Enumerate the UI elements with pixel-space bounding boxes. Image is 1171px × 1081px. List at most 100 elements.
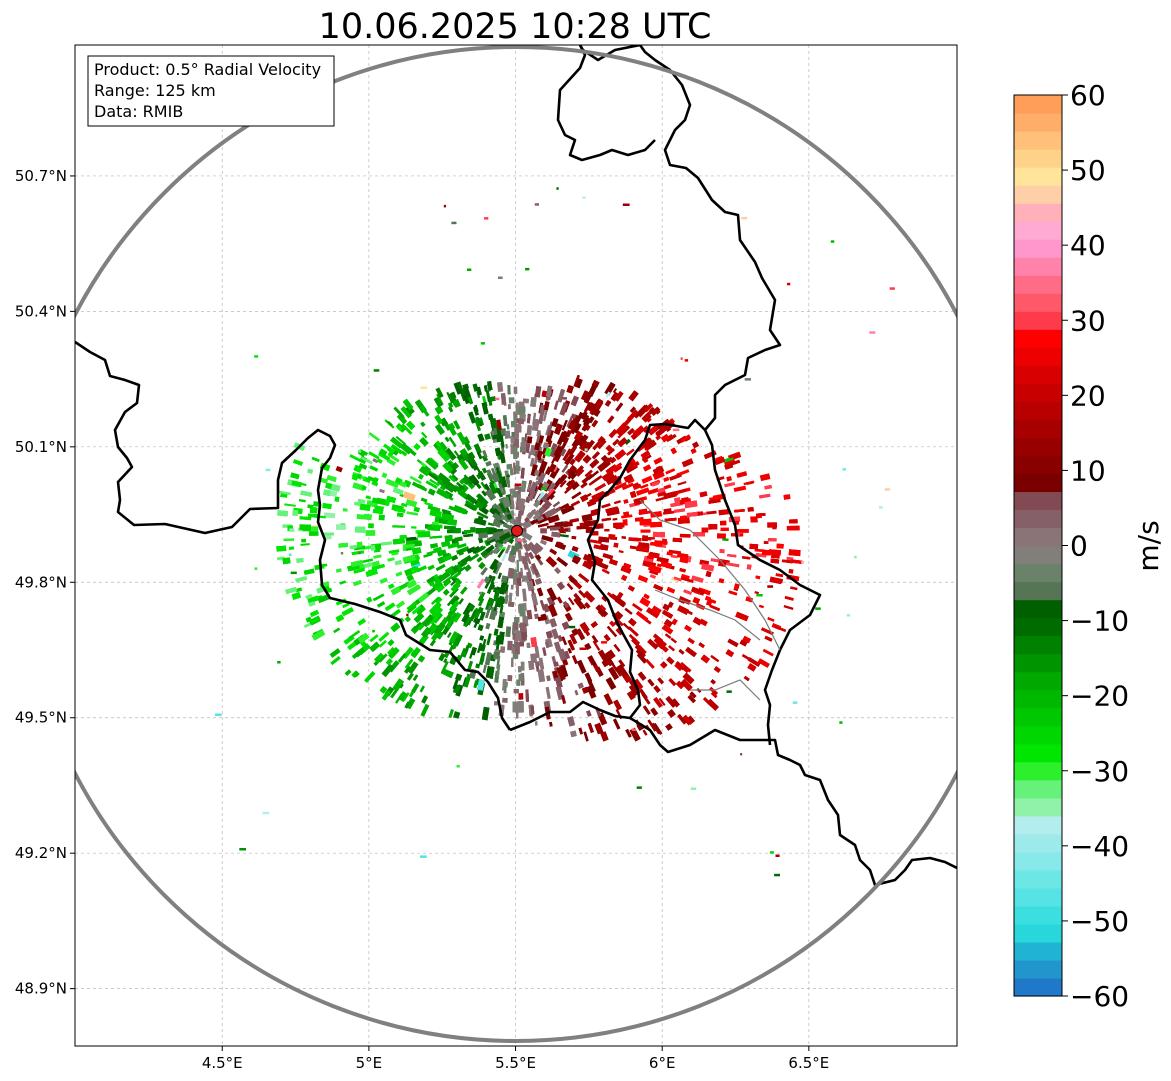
radar-echo-bin <box>420 497 428 503</box>
radar-echo-bin <box>667 709 676 718</box>
radar-echo-bin <box>646 607 660 619</box>
radar-echo-bin <box>381 663 394 677</box>
colorbar-step <box>1014 149 1062 168</box>
radar-echo-bin <box>839 721 843 724</box>
radar-echo-bin <box>660 661 668 669</box>
radar-echo-bin <box>397 653 407 663</box>
radar-echo-bin <box>601 595 608 602</box>
radar-echo-bin <box>418 473 424 480</box>
plot-title: 10.06.2025 10:28 UTC <box>319 7 712 47</box>
radar-echo-bin <box>815 607 821 610</box>
radar-echo-bin <box>533 499 541 508</box>
radar-echo-bin <box>741 216 748 220</box>
radar-echo-bin <box>575 468 585 477</box>
info-range: Range: 125 km <box>94 81 216 100</box>
radar-echo-bin <box>445 670 454 679</box>
radar-echo-bin <box>608 666 620 680</box>
radar-echo-bin <box>622 418 631 427</box>
radar-echo-bin <box>372 458 379 464</box>
colorbar-step <box>1014 527 1062 547</box>
radar-echo-bin <box>476 451 483 460</box>
radar-echo-bin <box>308 615 321 625</box>
radar-echo-bin <box>514 484 520 490</box>
radar-echo-bin <box>485 460 492 467</box>
radar-echo-bin <box>396 413 407 425</box>
radar-echo-bin <box>448 406 454 413</box>
radar-echo-bin <box>673 497 681 503</box>
radar-echo-bin <box>531 563 540 577</box>
radar-echo-bin <box>335 614 345 623</box>
radar-echo-bin <box>499 450 506 464</box>
radar-echo-bin <box>411 547 422 555</box>
radar-echo-bin <box>394 559 402 566</box>
radar-echo-bin <box>520 661 525 671</box>
radar-echo-bin <box>282 557 291 565</box>
radar-echo-bin <box>582 553 593 563</box>
radar-echo-bin <box>566 385 574 394</box>
radar-echo-bin <box>613 699 622 711</box>
radar-echo-bin <box>530 653 537 664</box>
radar-echo-bin <box>584 424 591 432</box>
radar-echo-bin <box>666 656 675 665</box>
radar-echo-bin <box>747 663 757 672</box>
radar-echo-bin <box>437 549 447 557</box>
radar-echo-bin <box>725 649 735 658</box>
radar-echo-bin <box>538 657 545 670</box>
radar-echo-bin <box>339 580 347 585</box>
radar-echo-bin <box>289 546 295 550</box>
radar-echo-bin <box>558 528 569 532</box>
radar-echo-bin <box>573 430 583 441</box>
radar-echo-bin <box>699 491 708 498</box>
radar-echo-bin <box>290 571 297 575</box>
radar-echo-bin <box>378 640 387 648</box>
radar-echo-bin <box>406 579 417 589</box>
radar-echo-bin <box>438 518 449 525</box>
radar-echo-bin <box>660 561 672 569</box>
radar-echo-bin <box>504 594 509 604</box>
radar-echo-bin <box>653 723 663 735</box>
radar-echo-bin <box>441 513 455 522</box>
radar-echo-bin <box>573 581 583 590</box>
radar-echo-bin <box>616 591 624 600</box>
radar-echo-bin <box>506 463 513 470</box>
radar-echo-bin <box>830 240 835 243</box>
radar-echo-bin <box>522 588 527 602</box>
radar-echo-bin <box>727 553 737 558</box>
radar-echo-bin <box>551 628 559 640</box>
radar-echo-bin <box>592 490 606 501</box>
radar-echo-bin <box>541 500 552 511</box>
radar-echo-bin <box>427 564 435 571</box>
radar-echo-bin <box>599 543 609 551</box>
radar-echo-bin <box>579 621 590 633</box>
radar-echo-bin <box>576 598 587 610</box>
radar-echo-bin <box>562 433 569 443</box>
radar-echo-bin <box>718 509 729 516</box>
radar-echo-bin <box>663 476 670 482</box>
radar-echo-bin <box>635 610 649 622</box>
radar-echo-bin <box>351 473 359 481</box>
radar-echo-bin <box>528 552 535 560</box>
radar-echo-bin <box>584 401 592 413</box>
radar-echo-bin <box>769 576 783 585</box>
radar-echo-bin <box>613 542 619 548</box>
radar-echo-bin <box>307 595 319 603</box>
radar-echo-bin <box>718 578 725 584</box>
x-tick-label: 6°E <box>649 1054 676 1072</box>
radar-echo-bin <box>588 416 595 424</box>
radar-echo-bin <box>463 616 472 628</box>
radar-echo-bin <box>684 359 689 362</box>
radar-echo-bin <box>526 424 533 436</box>
radar-echo-bin <box>608 428 618 439</box>
radar-echo-bin <box>554 567 561 574</box>
radar-echo-bin <box>588 655 597 667</box>
radar-echo-bin <box>461 476 471 485</box>
radar-echo-bin <box>512 701 519 713</box>
radar-echo-bin <box>413 506 420 513</box>
radar-echo-bin <box>557 648 567 661</box>
radar-echo-bin <box>604 381 616 396</box>
radar-echo-bin <box>563 503 571 511</box>
radar-echo-bin <box>383 443 396 454</box>
radar-echo-bin <box>608 534 616 539</box>
radar-echo-bin <box>580 482 588 489</box>
radar-echo-bin <box>614 482 627 491</box>
